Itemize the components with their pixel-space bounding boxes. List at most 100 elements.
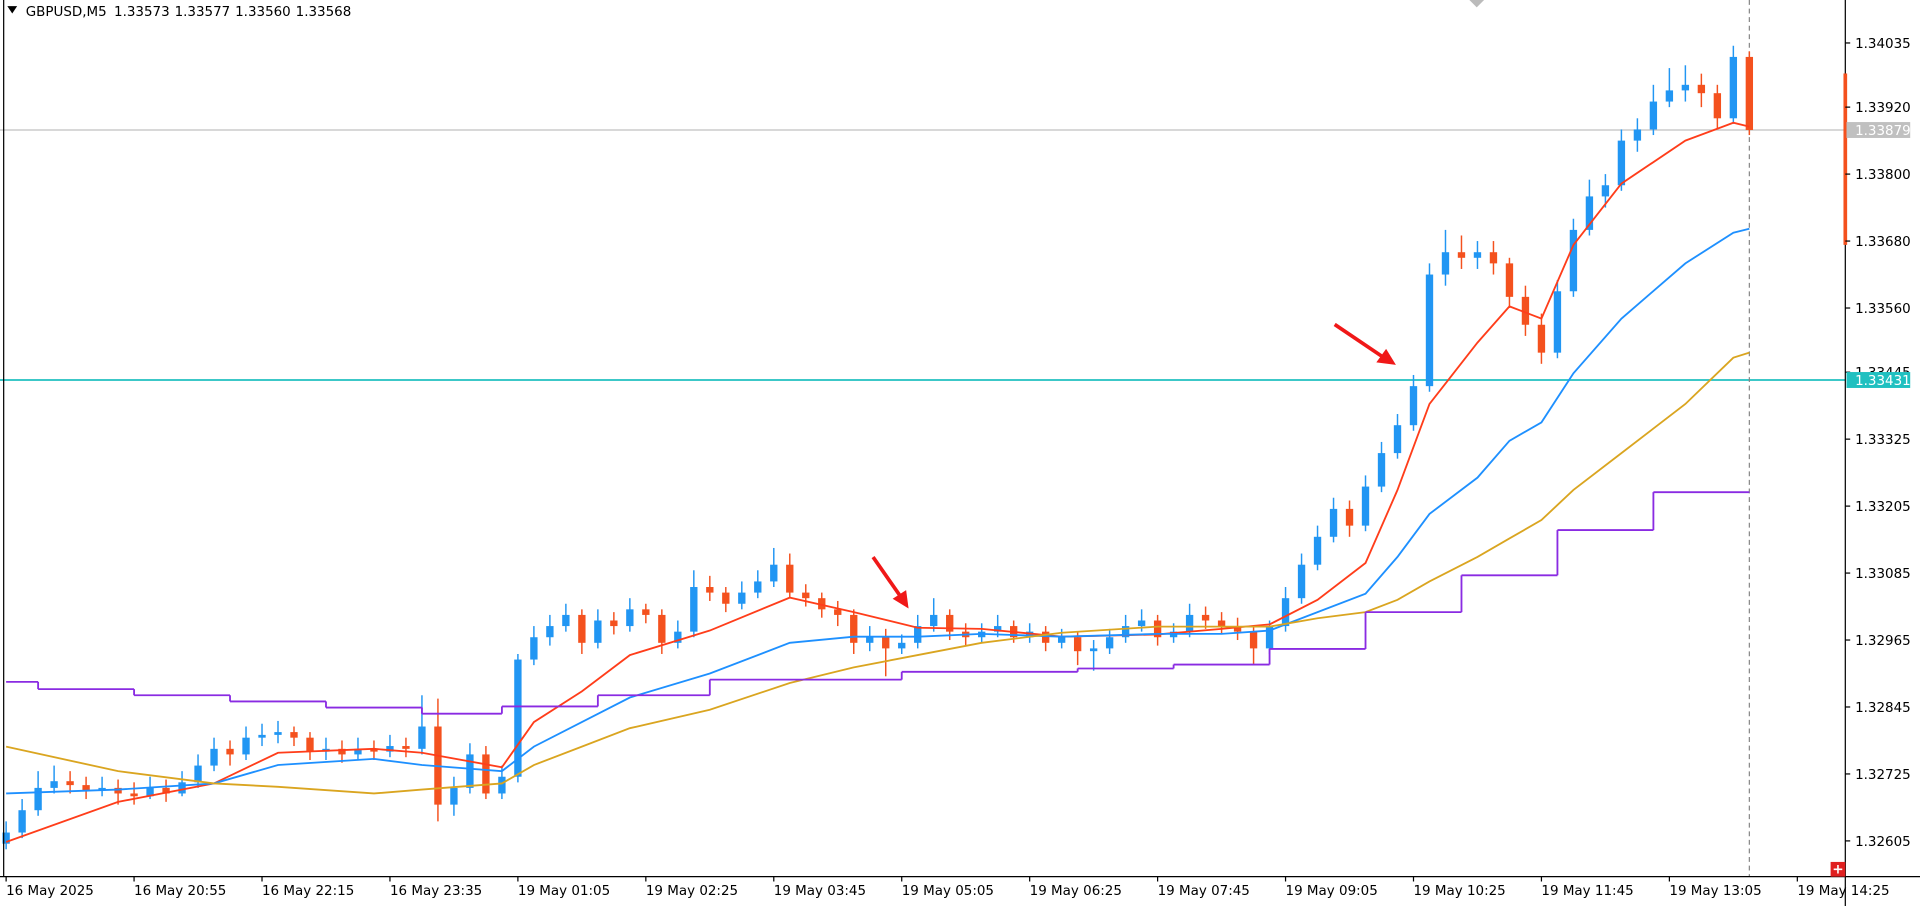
- candle-body: [146, 787, 154, 797]
- y-tick-label: 1.33800: [1855, 168, 1911, 183]
- y-tick-label: 1.32965: [1855, 634, 1911, 649]
- price-level-label-box: [1846, 122, 1911, 138]
- moving-average: [5, 351, 1750, 795]
- annotation-arrow: [871, 556, 909, 609]
- candle-body: [50, 781, 58, 788]
- candle-body: [1569, 229, 1578, 292]
- x-tick-label: 19 May 06:25: [1030, 884, 1122, 899]
- candle-body: [450, 787, 458, 805]
- candle-body: [418, 726, 426, 749]
- candle-body: [466, 754, 474, 788]
- y-tick-label: 1.32725: [1855, 768, 1911, 783]
- y-tick-label: 1.33920: [1855, 101, 1911, 116]
- candle-body: [1489, 252, 1498, 264]
- candle-body: [226, 748, 234, 755]
- candle-body: [482, 754, 490, 794]
- candle-body: [1617, 140, 1626, 186]
- candle-body: [1297, 564, 1306, 599]
- candle-body: [258, 734, 266, 738]
- x-tick-label: 16 May 22:15: [262, 884, 354, 899]
- candle-body: [1409, 386, 1418, 426]
- candle-body: [850, 614, 858, 643]
- header-open: 1.33573: [114, 5, 170, 20]
- header-close: 1.33568: [296, 5, 352, 20]
- candle-body: [1537, 324, 1546, 353]
- candle-body: [1425, 274, 1434, 387]
- x-tick-label: 16 May 20:55: [134, 884, 226, 899]
- candle-body: [1681, 84, 1690, 91]
- y-tick-label: 1.34035: [1855, 37, 1911, 52]
- x-tick-label: 19 May 07:45: [1158, 884, 1250, 899]
- candle-body: [370, 748, 378, 752]
- candle-body: [498, 776, 506, 794]
- candle-body: [1745, 56, 1754, 131]
- x-tick-label: 19 May 10:25: [1413, 884, 1505, 899]
- candle-body: [2, 832, 10, 844]
- candle-body: [1153, 620, 1162, 638]
- candle-body: [866, 637, 874, 643]
- candle-body: [914, 626, 922, 643]
- candle-body: [658, 614, 666, 643]
- candle-body: [82, 785, 90, 791]
- axis-range-bar: [1843, 73, 1848, 245]
- x-tick-label: 19 May 02:25: [646, 884, 738, 899]
- price-level-label: 1.33879: [1855, 124, 1911, 139]
- candle-body: [290, 732, 298, 738]
- candle-body: [1105, 637, 1114, 649]
- candle-body: [1265, 626, 1274, 649]
- candle-body: [1281, 598, 1290, 627]
- candle-body: [1585, 196, 1594, 230]
- y-tick-label: 1.33680: [1855, 235, 1911, 250]
- candle-body: [738, 592, 746, 604]
- collapse-toggle[interactable]: [7, 6, 18, 14]
- x-tick-label: 16 May 2025: [6, 884, 94, 899]
- symbol: GBPUSD,M5: [26, 5, 107, 20]
- candle-body: [162, 787, 170, 794]
- candle-body: [386, 746, 394, 752]
- candle-body: [1729, 56, 1738, 119]
- candle-body: [1633, 129, 1642, 141]
- x-tick-label: 19 May 03:45: [774, 884, 866, 899]
- candle-body: [66, 781, 74, 786]
- header-high: 1.33577: [175, 5, 231, 20]
- candle-body: [690, 587, 698, 632]
- candle-body: [1201, 614, 1210, 621]
- candle-body: [354, 748, 362, 755]
- candle-body: [1089, 648, 1098, 652]
- x-tick-label: 19 May 14:25: [1797, 884, 1889, 899]
- candle-body: [530, 637, 538, 660]
- candle-body: [882, 637, 890, 649]
- add-icon: [1833, 864, 1843, 874]
- candle-body: [1441, 252, 1450, 275]
- y-tick-label: 1.33325: [1855, 433, 1911, 448]
- candle-body: [930, 614, 938, 627]
- candle-body: [34, 787, 42, 811]
- candle-body: [1345, 508, 1354, 526]
- candle-body: [178, 782, 186, 794]
- candle-body: [338, 748, 346, 755]
- moving-average: [6, 227, 1750, 795]
- candle-body: [754, 581, 762, 593]
- candle-body: [898, 642, 906, 649]
- candle-body: [306, 737, 314, 752]
- x-tick-label: 19 May 09:05: [1286, 884, 1378, 899]
- candle-body: [210, 748, 218, 766]
- candle-body: [1249, 631, 1258, 649]
- price-level-label-box: [1846, 372, 1911, 388]
- candle-body: [1121, 626, 1130, 638]
- chart-header: GBPUSD,M5 1.33573 1.33577 1.33560 1.33568: [26, 5, 352, 20]
- candle-body: [802, 592, 810, 599]
- candle-body: [770, 564, 778, 582]
- candle-body: [1217, 620, 1226, 627]
- y-tick-label: 1.33205: [1855, 500, 1911, 515]
- candle-body: [1393, 425, 1402, 454]
- candle-body: [834, 609, 842, 615]
- candle-body: [1185, 614, 1194, 632]
- candle-body: [514, 659, 522, 777]
- y-tick-label: 1.32605: [1855, 835, 1911, 850]
- annotation-arrow: [1333, 322, 1396, 365]
- candle-body: [1377, 453, 1386, 487]
- candle-body: [674, 631, 682, 643]
